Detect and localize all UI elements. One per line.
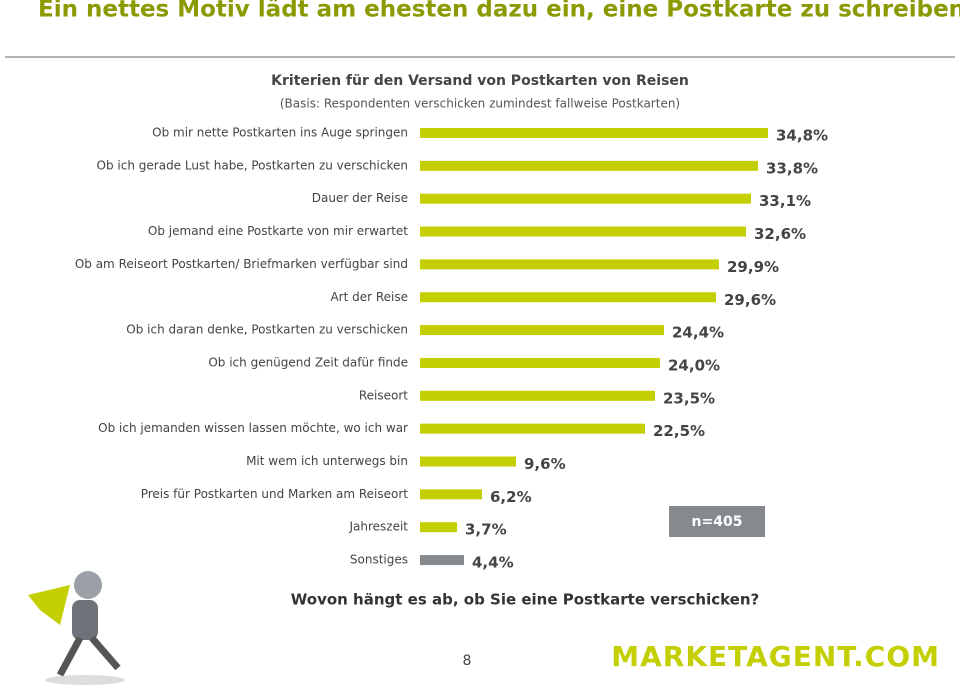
value-label: 22,5% <box>653 422 705 440</box>
category-label: Reiseort <box>359 388 408 402</box>
bar <box>420 555 464 566</box>
category-label: Jahreszeit <box>348 520 408 534</box>
value-label: 32,6% <box>754 225 806 243</box>
page-number: 8 <box>463 653 472 669</box>
value-label: 4,4% <box>472 554 514 572</box>
heading: Ein nettes Motiv lädt am ehesten dazu ei… <box>38 0 960 23</box>
bar <box>420 193 751 204</box>
category-label: Ob ich daran denke, Postkarten zu versch… <box>126 323 408 337</box>
bar <box>420 128 768 138</box>
category-label: Preis für Postkarten und Marken am Reise… <box>141 487 409 501</box>
bar <box>420 226 746 237</box>
question: Wovon hängt es ab, ob Sie eine Postkarte… <box>291 591 759 609</box>
value-label: 29,6% <box>724 291 776 309</box>
value-label: 9,6% <box>524 455 566 473</box>
value-label: 34,8% <box>776 127 828 145</box>
bar <box>420 160 758 171</box>
category-label: Ob jemand eine Postkarte von mir erwarte… <box>148 224 408 238</box>
bar <box>420 489 482 500</box>
logo: MARKETAGENT.COM <box>611 640 940 673</box>
bar <box>420 292 716 303</box>
category-label: Ob am Reiseort Postkarten/ Briefmarken v… <box>75 257 408 271</box>
mascot <box>28 571 125 685</box>
value-label: 33,8% <box>766 159 818 177</box>
value-label: 3,7% <box>465 521 507 539</box>
value-label: 23,5% <box>663 389 715 407</box>
bar <box>420 259 719 270</box>
value-label: 24,0% <box>668 356 720 374</box>
category-label: Ob ich jemanden wissen lassen möchte, wo… <box>98 421 408 435</box>
bar <box>420 390 655 401</box>
category-label: Sonstiges <box>350 553 408 567</box>
bar <box>420 423 645 434</box>
chart-subtitle: (Basis: Respondenten verschicken zuminde… <box>280 97 680 111</box>
bar <box>420 357 660 368</box>
category-label: Ob mir nette Postkarten ins Auge springe… <box>152 126 408 140</box>
category-label: Ob ich gerade Lust habe, Postkarten zu v… <box>97 158 408 172</box>
value-label: 29,9% <box>727 258 779 276</box>
bar <box>420 325 664 336</box>
sample-note: n=405 <box>692 514 743 530</box>
bar <box>420 522 457 533</box>
sample-box <box>669 506 765 537</box>
value-label: 24,4% <box>672 324 724 342</box>
value-label: 33,1% <box>759 192 811 210</box>
bar <box>420 456 516 467</box>
category-label: Mit wem ich unterwegs bin <box>246 454 408 468</box>
value-label: 6,2% <box>490 488 532 506</box>
chart-title: Kriterien für den Versand von Postkarten… <box>271 73 689 89</box>
category-label: Art der Reise <box>330 290 408 304</box>
category-label: Dauer der Reise <box>312 191 408 205</box>
category-label: Ob ich genügend Zeit dafür finde <box>208 355 408 369</box>
